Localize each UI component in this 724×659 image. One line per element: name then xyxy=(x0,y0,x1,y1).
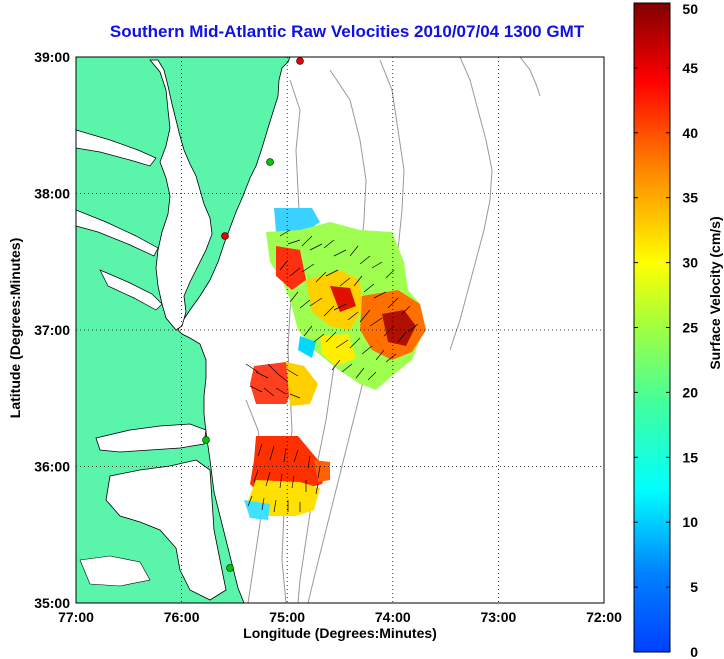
lat-tick-labels: 39:00 38:00 37:00 36:00 35:00 xyxy=(34,49,70,611)
colorbar-tick-label: 50 xyxy=(682,1,698,17)
x-axis-label: Longitude (Degrees:Minutes) xyxy=(243,625,437,641)
colorbar xyxy=(633,2,671,653)
colorbar-tick-label: 45 xyxy=(682,60,698,76)
lon-tick-label: 74:00 xyxy=(375,609,411,625)
albemarle-sound xyxy=(95,423,207,453)
lat-tick-label: 37:00 xyxy=(34,322,70,338)
colorbar-tick-label: 40 xyxy=(682,125,698,141)
lon-tick-label: 72:00 xyxy=(586,609,622,625)
station-marker xyxy=(221,232,229,240)
station-marker xyxy=(296,57,304,65)
colorbar-tick-label: 35 xyxy=(682,190,698,206)
colorbar-tick-label: 30 xyxy=(682,255,698,271)
lon-tick-label: 73:00 xyxy=(480,609,516,625)
map-grid xyxy=(76,57,604,603)
chesapeake-bay xyxy=(149,59,213,331)
station-marker xyxy=(226,564,234,572)
station-marker xyxy=(202,436,210,444)
colorbar-tick-label: 10 xyxy=(682,514,698,530)
lat-tick-label: 39:00 xyxy=(34,49,70,65)
colorbar-tick-label: 0 xyxy=(690,644,698,659)
colorbar-tick-label: 5 xyxy=(690,579,698,595)
pamlico-sound xyxy=(105,459,227,601)
lon-tick-labels: 77:00 76:00 75:00 74:00 73:00 72:00 xyxy=(58,609,622,625)
lon-tick-label: 76:00 xyxy=(164,609,200,625)
velocity-arrows xyxy=(245,229,419,513)
lat-tick-label: 35:00 xyxy=(34,595,70,611)
station-marker xyxy=(266,158,274,166)
colorbar-tick-label: 25 xyxy=(682,320,698,336)
lat-tick-label: 38:00 xyxy=(34,186,70,202)
colorbar-tick-label: 20 xyxy=(682,384,698,400)
plot-frame xyxy=(75,56,605,604)
colorbar-tick-label: 15 xyxy=(682,449,698,465)
lon-tick-label: 75:00 xyxy=(269,609,305,625)
lon-tick-label: 77:00 xyxy=(58,609,94,625)
map-title: Southern Mid-Atlantic Raw Velocities 201… xyxy=(109,22,585,41)
lat-tick-label: 36:00 xyxy=(34,459,70,475)
